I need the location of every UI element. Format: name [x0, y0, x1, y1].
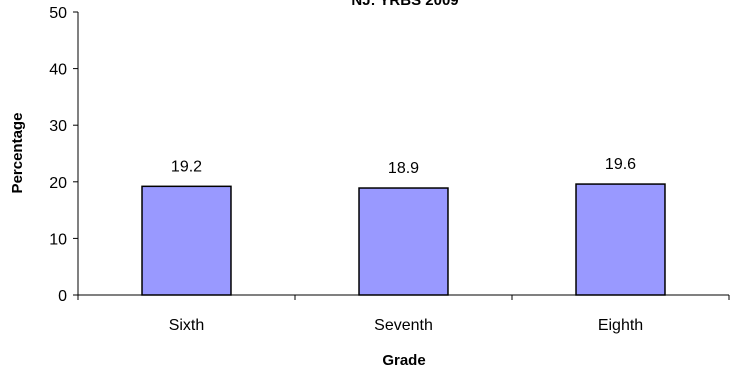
chart-title: NJ: YRBS 2009 [351, 0, 458, 9]
x-tick-label: Eighth [598, 317, 643, 334]
bars: 19.2 18.9 19.6 [141, 156, 666, 296]
x-axis-title: Grade [382, 352, 425, 369]
bar [141, 185, 232, 296]
bar [575, 183, 666, 296]
y-tick-label: 20 [49, 175, 67, 192]
y-ticks: 0 10 20 30 40 50 [49, 5, 78, 305]
y-tick-label: 40 [49, 62, 67, 79]
x-axis: Sixth Seventh Eighth [77, 294, 730, 334]
bar [358, 187, 449, 296]
y-tick-label: 30 [49, 118, 67, 135]
y-tick-label: 50 [49, 5, 67, 22]
data-label: 19.2 [171, 158, 202, 175]
data-label: 18.9 [388, 160, 419, 177]
data-label: 19.6 [605, 156, 636, 173]
x-tick-label: Sixth [169, 317, 205, 334]
x-tick-label: Seventh [374, 317, 433, 334]
y-axis: 0 10 20 30 40 50 [49, 5, 79, 305]
y-axis-title: Percentage [9, 113, 26, 194]
x-ticks: Sixth Seventh Eighth [77, 295, 730, 334]
y-tick-label: 10 [49, 231, 67, 248]
y-tick-label: 0 [58, 288, 67, 305]
